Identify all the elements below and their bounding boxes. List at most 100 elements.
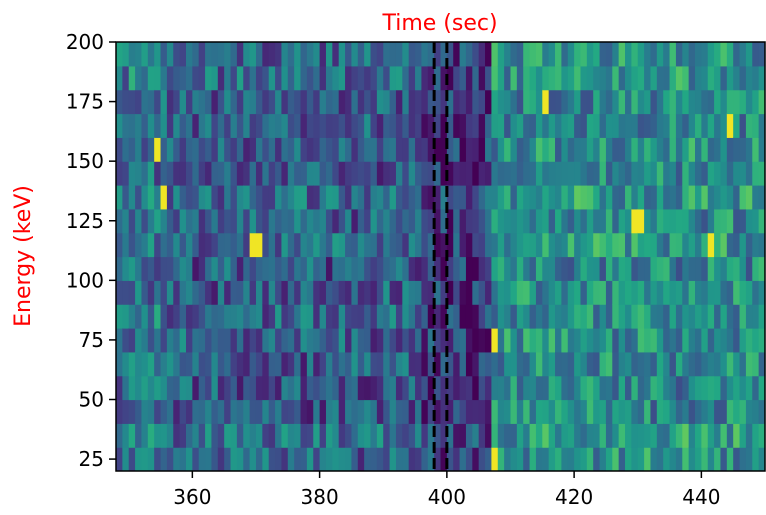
heatmap-cell bbox=[612, 399, 620, 424]
heatmap-cell bbox=[523, 351, 531, 377]
heatmap-cell bbox=[217, 65, 225, 91]
heatmap-cell bbox=[345, 208, 353, 234]
heatmap-cell bbox=[185, 304, 193, 329]
heatmap-cell bbox=[739, 304, 747, 329]
heatmap-cell bbox=[745, 256, 753, 281]
heatmap-cell bbox=[268, 113, 276, 138]
heatmap-cell bbox=[313, 375, 321, 401]
heatmap-cell bbox=[720, 208, 728, 234]
heatmap-cell bbox=[116, 185, 123, 210]
heatmap-cell bbox=[516, 161, 524, 186]
heatmap-cell bbox=[383, 351, 391, 377]
heatmap-cell bbox=[141, 185, 149, 210]
heatmap-cell bbox=[300, 351, 308, 377]
heatmap-cell bbox=[116, 328, 123, 353]
heatmap-cell bbox=[758, 137, 765, 162]
heatmap-cell bbox=[542, 65, 550, 91]
heatmap-cell bbox=[147, 447, 155, 471]
heatmap-cell bbox=[453, 256, 461, 281]
heatmap-cell bbox=[459, 375, 467, 401]
heatmap-cell bbox=[637, 161, 645, 186]
heatmap-cell bbox=[395, 161, 403, 186]
heatmap-cell bbox=[491, 232, 499, 258]
heatmap-cell bbox=[726, 89, 734, 115]
heatmap-cell bbox=[682, 423, 690, 448]
heatmap-cell bbox=[351, 304, 359, 329]
heatmap-cell bbox=[281, 399, 289, 424]
heatmap-cell bbox=[116, 280, 123, 305]
y-axis-title: Energy (keV) bbox=[11, 185, 36, 327]
heatmap-cell bbox=[599, 280, 607, 305]
heatmap-cell bbox=[650, 375, 658, 401]
heatmap-cell bbox=[561, 328, 569, 353]
heatmap-cell bbox=[306, 137, 314, 162]
heatmap-cell bbox=[542, 375, 550, 401]
heatmap-cell bbox=[179, 65, 187, 91]
heatmap-cell bbox=[357, 208, 365, 234]
heatmap-cell bbox=[485, 399, 493, 424]
heatmap-cell bbox=[370, 185, 378, 210]
heatmap-cell bbox=[561, 185, 569, 210]
heatmap-cell bbox=[345, 423, 353, 448]
heatmap-cell bbox=[224, 423, 232, 448]
heatmap-cell bbox=[440, 137, 448, 162]
heatmap-cell bbox=[523, 328, 531, 353]
heatmap-cell bbox=[472, 447, 480, 471]
heatmap-cell bbox=[618, 399, 626, 424]
heatmap-cell bbox=[185, 113, 193, 138]
heatmap-cell bbox=[548, 137, 556, 162]
heatmap-cell bbox=[714, 113, 722, 138]
heatmap-cell bbox=[618, 161, 626, 186]
heatmap-cell bbox=[561, 304, 569, 329]
heatmap-cell bbox=[141, 280, 149, 305]
heatmap-cell bbox=[351, 185, 359, 210]
heatmap-cell bbox=[637, 351, 645, 377]
heatmap-cell bbox=[561, 137, 569, 162]
heatmap-cell bbox=[313, 208, 321, 234]
heatmap-cell bbox=[294, 65, 302, 91]
heatmap-cell bbox=[555, 280, 562, 305]
heatmap-cell bbox=[465, 42, 473, 67]
heatmap-cell bbox=[262, 423, 270, 448]
heatmap-cell bbox=[472, 65, 480, 91]
heatmap-cell bbox=[185, 280, 193, 305]
heatmap-cell bbox=[427, 375, 435, 401]
heatmap-cell bbox=[567, 161, 575, 186]
heatmap-cell bbox=[529, 208, 537, 234]
heatmap-cell bbox=[332, 399, 340, 424]
heatmap-cell bbox=[510, 137, 518, 162]
heatmap-cell bbox=[529, 232, 537, 258]
heatmap-cell bbox=[758, 423, 765, 448]
heatmap-cell bbox=[364, 399, 372, 424]
heatmap-cell bbox=[637, 256, 645, 281]
heatmap-cell bbox=[408, 42, 416, 67]
heatmap-cell bbox=[580, 208, 588, 234]
heatmap-cell bbox=[726, 185, 734, 210]
heatmap-cell bbox=[695, 328, 702, 353]
heatmap-cell bbox=[421, 42, 429, 67]
heatmap-cell bbox=[618, 89, 626, 115]
heatmap-cell bbox=[739, 89, 747, 115]
heatmap-cell bbox=[262, 351, 270, 377]
heatmap-cell bbox=[332, 351, 340, 377]
heatmap-cell bbox=[268, 447, 276, 471]
heatmap-cell bbox=[185, 328, 193, 353]
heatmap-cell bbox=[357, 375, 365, 401]
heatmap-cell bbox=[135, 447, 143, 471]
heatmap-cell bbox=[656, 375, 664, 401]
heatmap-cell bbox=[618, 208, 626, 234]
heatmap-cell bbox=[421, 208, 429, 234]
heatmap-cell bbox=[351, 113, 359, 138]
heatmap-cell bbox=[249, 42, 257, 67]
heatmap-cell bbox=[364, 447, 372, 471]
heatmap-cell bbox=[249, 232, 257, 258]
heatmap-cell bbox=[236, 185, 244, 210]
heatmap-cell bbox=[504, 113, 512, 138]
heatmap-cell bbox=[185, 399, 193, 424]
heatmap-cell bbox=[236, 42, 244, 67]
heatmap-cell bbox=[173, 256, 181, 281]
heatmap-cell bbox=[612, 328, 620, 353]
heatmap-cell bbox=[319, 375, 327, 401]
heatmap-cell bbox=[459, 185, 467, 210]
heatmap-cell bbox=[236, 375, 244, 401]
